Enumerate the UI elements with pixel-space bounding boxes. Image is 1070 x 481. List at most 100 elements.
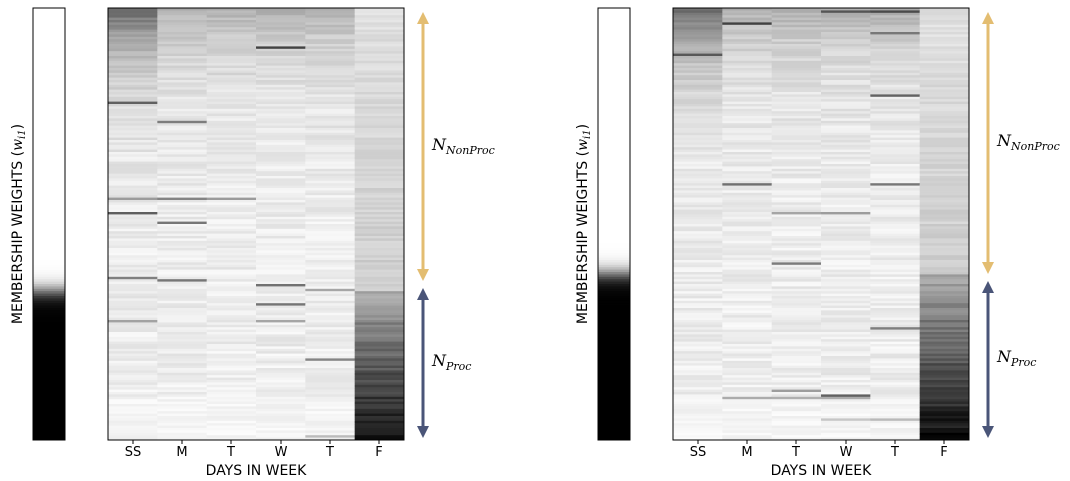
heatmap-cell xyxy=(157,166,208,170)
heatmap-cell xyxy=(256,236,306,239)
heatmap-cell xyxy=(771,214,822,218)
heatmap-cell xyxy=(771,65,822,69)
weight-bar-cells xyxy=(598,8,630,441)
heatmap-cell xyxy=(256,204,306,208)
heatmap-cell xyxy=(354,152,405,155)
heatmap-cell xyxy=(108,228,158,232)
heatmap-cell xyxy=(870,221,921,225)
heatmap-cell xyxy=(919,156,970,160)
heatmap-cell xyxy=(206,142,257,146)
weight-cell xyxy=(598,164,630,167)
heatmap-cell xyxy=(305,113,356,117)
heatmap-cell xyxy=(673,149,723,153)
heatmap-cell xyxy=(354,432,405,436)
heatmap-cell xyxy=(108,123,158,126)
heatmap-cell xyxy=(870,176,921,179)
weight-cell xyxy=(598,224,630,227)
heatmap-cell xyxy=(870,288,921,292)
weight-cell xyxy=(33,96,65,100)
heatmap-cell xyxy=(108,300,158,304)
heatmap-cell xyxy=(919,202,970,206)
heatmap-cell xyxy=(354,344,405,347)
weight-cell xyxy=(598,84,630,88)
heatmap-cell xyxy=(256,219,306,222)
heatmap-cell xyxy=(157,116,208,119)
heatmap-cell xyxy=(256,99,306,102)
heatmap-cell xyxy=(870,27,921,30)
heatmap-cell xyxy=(256,15,306,18)
weight-cell xyxy=(33,267,65,270)
heatmap-cell xyxy=(919,243,970,246)
heatmap-cell xyxy=(206,216,257,220)
heatmap-cell xyxy=(157,56,208,59)
heatmap-cell xyxy=(821,96,871,100)
heatmap-cell xyxy=(722,425,773,429)
weight-cell xyxy=(33,365,65,369)
heatmap-cell xyxy=(206,243,257,246)
heatmap-cell xyxy=(206,8,257,11)
heatmap-cell xyxy=(305,334,356,338)
heatmap-cell xyxy=(305,53,356,57)
heatmap-cell xyxy=(206,166,257,170)
heatmap-cell xyxy=(157,197,208,201)
heatmap-cell xyxy=(771,224,822,227)
heatmap-cell xyxy=(673,296,723,299)
weight-cell xyxy=(33,113,65,117)
heatmap-cell xyxy=(256,324,306,328)
heatmap-cell xyxy=(354,48,405,52)
heatmap-cell xyxy=(673,65,723,69)
heatmap-cell xyxy=(673,437,723,441)
heatmap-cell xyxy=(771,152,822,155)
heatmap-cell xyxy=(354,406,405,410)
heatmap-cell xyxy=(722,17,773,21)
heatmap-cell xyxy=(673,204,723,208)
heatmap-cell xyxy=(821,269,871,273)
heatmap-cell xyxy=(673,176,723,179)
heatmap-cell xyxy=(919,358,970,362)
heatmap-cell xyxy=(305,315,356,318)
heatmap-cell xyxy=(722,159,773,162)
heatmap-cell xyxy=(305,10,356,14)
heatmap-cell xyxy=(673,305,723,309)
heatmap-cell xyxy=(256,252,306,256)
heatmap-cell xyxy=(870,353,921,357)
weight-cell xyxy=(33,240,65,244)
heatmap-cell xyxy=(108,36,158,40)
heatmap-cell xyxy=(108,291,158,294)
heatmap-cell xyxy=(206,106,257,110)
weight-cell xyxy=(598,377,630,381)
heatmap-cell xyxy=(870,77,921,81)
heatmap-cell xyxy=(673,312,723,316)
heatmap-cell xyxy=(771,204,822,208)
heatmap-cell xyxy=(108,128,158,131)
heatmap-cell xyxy=(354,377,405,381)
heatmap-cell xyxy=(821,82,871,86)
heatmap-cell xyxy=(821,173,871,177)
heatmap-cell xyxy=(821,425,871,429)
heatmap-cell xyxy=(206,82,257,86)
heatmap-cell xyxy=(821,72,871,76)
weight-cell xyxy=(33,154,65,158)
heatmap-cell xyxy=(157,154,208,158)
heatmap-cell xyxy=(305,22,356,26)
weight-cell xyxy=(33,248,65,251)
heatmap-cell xyxy=(673,423,723,426)
heatmap-cell xyxy=(354,60,405,64)
heatmap-cell xyxy=(157,132,208,136)
heatmap-cell xyxy=(206,274,257,278)
heatmap-cell xyxy=(919,32,970,35)
heatmap-cell xyxy=(256,262,306,266)
heatmap-cell xyxy=(108,15,158,18)
heatmap-cell xyxy=(821,207,871,210)
heatmap-cell xyxy=(673,209,723,213)
heatmap-cell xyxy=(354,68,405,71)
heatmap-cell xyxy=(354,312,405,316)
heatmap-cell xyxy=(206,418,257,422)
heatmap-cell xyxy=(256,420,306,424)
heatmap-cell xyxy=(722,308,773,311)
heatmap-cell xyxy=(206,413,257,417)
heatmap-cell xyxy=(256,197,306,201)
heatmap-cell xyxy=(821,22,871,26)
heatmap-cell xyxy=(157,248,208,251)
heatmap-cell xyxy=(108,87,158,90)
